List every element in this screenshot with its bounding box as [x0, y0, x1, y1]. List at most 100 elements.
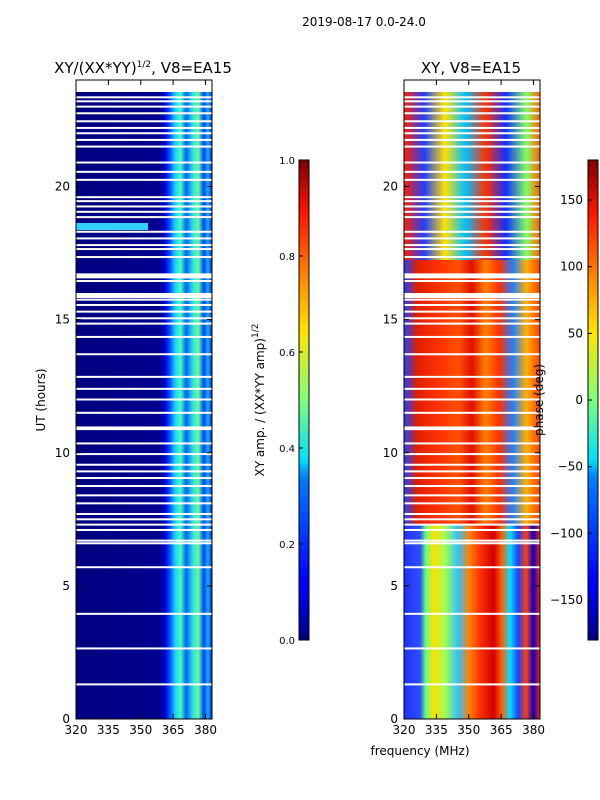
right-cb-tick-label: 0 [575, 393, 583, 407]
left-gap-line [76, 244, 212, 247]
right-gap-line [404, 256, 540, 259]
left-gap-line [76, 387, 212, 390]
right-gap-line [404, 112, 540, 115]
right-gap-line [404, 244, 540, 247]
right-gap-line [404, 470, 540, 473]
right-gap-line [404, 528, 540, 531]
left-gap-line [76, 170, 212, 173]
right-gap-line [404, 205, 540, 208]
left-heatmap-image [76, 92, 212, 719]
left-gap-line [76, 512, 212, 515]
left-gap-line [76, 112, 212, 115]
right-ytick-label: 10 [383, 446, 398, 460]
left-gap-line [76, 100, 212, 103]
left-gap-line [76, 178, 212, 181]
right-gap-line [404, 518, 540, 521]
left-gap-band [76, 293, 212, 297]
right-gap-line [404, 512, 540, 515]
left-ytick-label: 15 [55, 313, 70, 327]
right-gap-line [404, 295, 540, 298]
right-gap-line [404, 120, 540, 123]
right-gap-line [404, 375, 540, 378]
left-gap-line [76, 518, 212, 521]
left-ytick-label: 20 [55, 180, 70, 194]
left-gap-line [76, 205, 212, 208]
left-colorbar [298, 159, 310, 641]
right-gap-line [404, 398, 540, 401]
left-heatmap [76, 80, 212, 719]
left-gap-line [76, 485, 212, 488]
right-cb-tick-label: 100 [560, 260, 583, 274]
right-heatmap-low [404, 525, 540, 719]
right-gap-line [404, 387, 540, 390]
figure-suptitle: 2019-08-17 0.0-24.0 [302, 15, 426, 29]
left-title-sup: 1/2 [137, 60, 151, 70]
right-gap-line [404, 566, 540, 569]
left-xtick-label: 365 [162, 723, 185, 737]
right-xtick-label: 350 [457, 723, 480, 737]
left-ytick-label: 5 [62, 579, 70, 593]
right-gap-line [404, 485, 540, 488]
left-gap-line [76, 310, 212, 313]
left-gap-line [76, 335, 212, 338]
right-gap-line [404, 216, 540, 219]
left-cb-tick-label: 0.0 [279, 636, 295, 647]
right-title-main: XY, V8=EA15 [421, 59, 521, 77]
left-gap-line [76, 256, 212, 259]
left-gap-line [76, 145, 212, 148]
right-gap-line [404, 322, 540, 325]
right-gap-line [404, 196, 540, 199]
left-gap-line [76, 196, 212, 199]
right-gap-line [404, 145, 540, 148]
right-gap-band [404, 274, 540, 279]
left-gap-line [76, 295, 212, 298]
right-cb-tick-label: 150 [560, 193, 583, 207]
right-gap-line [404, 494, 540, 497]
left-cb-label-main: XY amp. / (XX*YY amp) [253, 338, 267, 476]
right-xtick-label: 320 [393, 723, 416, 737]
left-ytick-label: 10 [55, 446, 70, 460]
right-gap-line [404, 612, 540, 615]
right-gap-line [404, 248, 540, 251]
left-gap-line [76, 126, 212, 129]
left-cb-tick-label: 0.6 [279, 348, 295, 359]
right-gap-line [404, 647, 540, 650]
left-gap-line [76, 230, 212, 233]
left-gap-line [76, 200, 212, 203]
left-gap-lines [76, 96, 212, 686]
right-gap-line [404, 100, 540, 103]
right-gap-line [404, 453, 540, 456]
left-axes-frame [75, 79, 213, 720]
right-ytick-label: 0 [390, 712, 398, 726]
left-gap-band [76, 274, 212, 279]
right-gap-line [404, 237, 540, 240]
right-colorbar-label: phase (deg) [532, 364, 546, 436]
left-gap-line [76, 161, 212, 164]
left-gap-line [76, 542, 212, 545]
right-gap-line [404, 126, 540, 129]
left-xtick-label: 380 [194, 723, 217, 737]
left-colorbar-ticks: 0.0 0.2 0.4 0.6 0.8 1.0 [279, 156, 303, 647]
left-gap-line [76, 647, 212, 650]
right-gap-line [404, 463, 540, 466]
left-gap-line [76, 303, 212, 306]
right-empty-top [404, 80, 540, 92]
right-colorbar-ticks: 150 100 50 0 −50 −100 −150 [550, 193, 592, 607]
left-colorbar-label: XY amp. / (XX*YY amp)1/2 [251, 324, 267, 477]
left-gap-line [76, 442, 212, 445]
left-gap-line [76, 132, 212, 135]
right-xtick-label: 380 [522, 723, 545, 737]
right-ytick-label: 5 [390, 579, 398, 593]
left-gap-line [76, 96, 212, 99]
right-gap-line [404, 280, 540, 283]
left-gap-line [76, 138, 212, 141]
left-gap-line [76, 353, 212, 356]
right-cb-tick-label: −150 [550, 593, 583, 607]
left-cb-tick-label: 0.2 [279, 540, 295, 551]
right-cb-tick-label: −50 [558, 460, 583, 474]
left-xtick-label: 335 [97, 723, 120, 737]
right-gap-line [404, 161, 540, 164]
left-gap-line [76, 523, 212, 526]
left-title-tail: , V8=EA15 [151, 59, 232, 77]
